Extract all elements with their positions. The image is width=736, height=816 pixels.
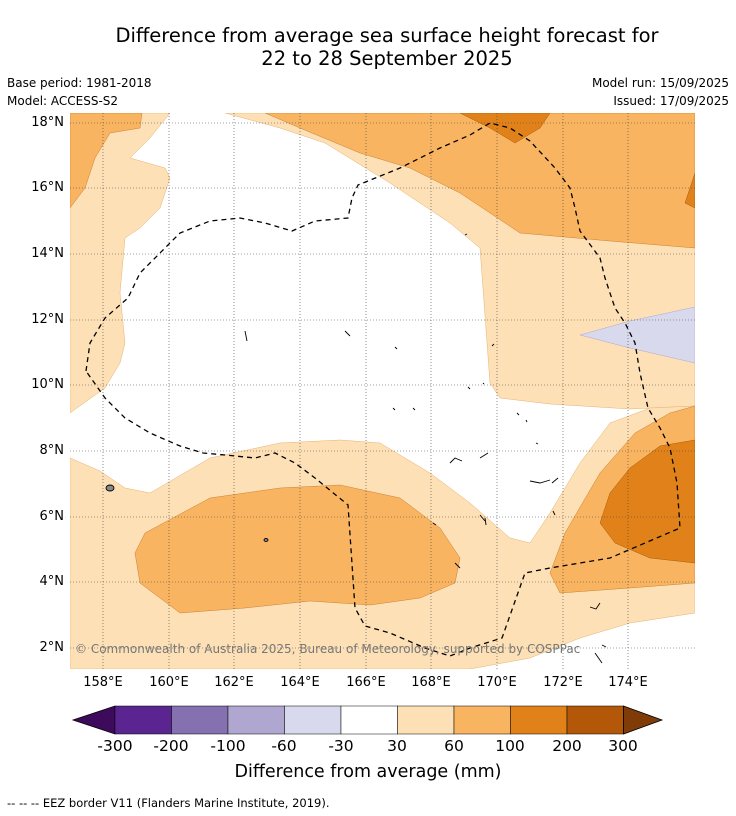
colorbar-tick-label: -30	[328, 737, 354, 755]
colorbar-tick-label: -300	[97, 737, 133, 755]
colorbar-tick-label: -100	[210, 737, 246, 755]
colorbar-segment-2	[171, 705, 229, 735]
lon-label-164e: 164°E	[280, 675, 320, 690]
colorbar-tick-label: 60	[444, 737, 464, 755]
colorbar-segment-1	[114, 705, 172, 735]
lon-label-162e: 162°E	[214, 675, 254, 690]
colorbar-segment-7	[453, 705, 511, 735]
eez-border-line	[85, 122, 681, 657]
lon-label-172e: 172°E	[543, 675, 583, 690]
model-run-text: Model run: 15/09/2025	[591, 76, 729, 90]
lat-label-8n: 8°N	[39, 443, 65, 458]
lat-label-16n: 16°N	[31, 180, 64, 195]
lat-label-10n: 10°N	[31, 377, 64, 392]
lat-label-18n: 18°N	[31, 115, 64, 130]
colorbar-segment-9	[566, 705, 624, 735]
colorbar-extend-low	[71, 705, 116, 735]
contour-60-100-nw	[70, 113, 143, 209]
issued-text: Issued: 17/09/2025	[613, 94, 729, 108]
model-text: Model: ACCESS-S2	[7, 94, 119, 108]
contour-negative-east	[579, 306, 695, 364]
colorbar-tick-label: 200	[552, 737, 582, 755]
colorbar-extend-high	[623, 705, 664, 735]
colorbar-segment-4	[284, 705, 342, 735]
eez-legend-footer: -- -- -- EEZ border V11 (Flanders Marine…	[7, 796, 330, 810]
chart-title-line-1: Difference from average sea surface heig…	[115, 24, 659, 47]
colorbar-segment-6	[397, 705, 455, 735]
lon-label-174e: 174°E	[608, 675, 648, 690]
lat-label-6n: 6°N	[39, 509, 65, 524]
lat-label-12n: 12°N	[31, 312, 64, 327]
contour-100-200-east	[599, 439, 695, 564]
contour-100-200-ne	[684, 172, 695, 209]
colorbar-tick-label: 100	[495, 737, 525, 755]
colorbar-label: Difference from average (mm)	[234, 762, 502, 782]
chart-title-line-2: 22 to 28 September 2025	[261, 47, 513, 70]
lat-label-14n: 14°N	[31, 246, 64, 261]
lon-label-166e: 166°E	[346, 675, 386, 690]
colorbar-segment-3	[227, 705, 285, 735]
lon-label-160e: 160°E	[149, 675, 189, 690]
colorbar	[71, 705, 664, 735]
colorbar-tick-label: -60	[271, 737, 297, 755]
lat-label-2n: 2°N	[39, 640, 65, 655]
lon-label-158e: 158°E	[83, 675, 123, 690]
colorbar-tick-label: 300	[608, 737, 638, 755]
map-gridlines	[70, 113, 695, 669]
copyright-text: © Commonwealth of Australia 2025, Bureau…	[75, 642, 580, 656]
contour-60-100-north	[264, 113, 695, 249]
contour-100-200-north	[459, 113, 551, 144]
lon-label-170e: 170°E	[477, 675, 517, 690]
sea-height-map: © Commonwealth of Australia 2025, Bureau…	[70, 113, 695, 669]
colorbar-tick-label: 30	[387, 737, 407, 755]
contour-60-100-south	[134, 484, 461, 614]
colorbar-segment-8	[510, 705, 568, 735]
colorbar-tick-label: -200	[153, 737, 189, 755]
islands	[105, 233, 607, 664]
lon-label-168e: 168°E	[411, 675, 451, 690]
colorbar-segment-5	[340, 705, 398, 735]
base-period-text: Base period: 1981-2018	[7, 76, 152, 90]
lat-label-4n: 4°N	[39, 574, 65, 589]
